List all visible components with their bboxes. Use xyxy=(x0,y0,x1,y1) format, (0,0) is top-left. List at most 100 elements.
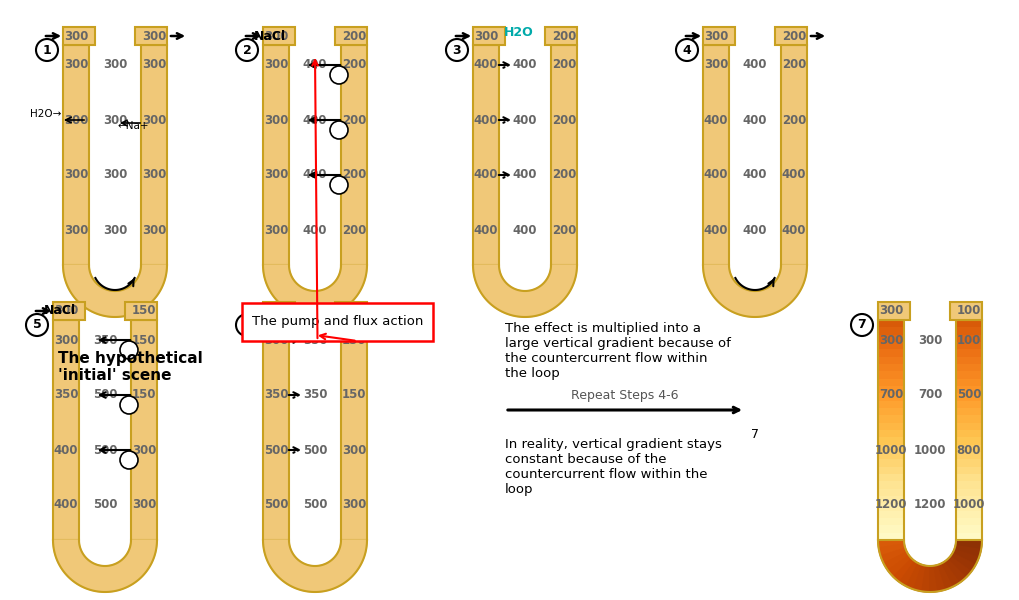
Circle shape xyxy=(120,396,138,414)
Bar xyxy=(340,320,367,540)
Text: 300: 300 xyxy=(131,443,156,457)
Text: 300: 300 xyxy=(64,58,88,71)
Text: 300: 300 xyxy=(878,304,902,317)
Text: 700: 700 xyxy=(878,389,902,401)
Polygon shape xyxy=(879,548,906,563)
Text: 300: 300 xyxy=(264,113,288,127)
Text: 300: 300 xyxy=(103,58,127,71)
Text: 400: 400 xyxy=(742,169,766,181)
Circle shape xyxy=(676,39,697,61)
Text: 150: 150 xyxy=(131,389,156,401)
Circle shape xyxy=(330,66,347,84)
Polygon shape xyxy=(63,265,167,317)
Polygon shape xyxy=(473,265,577,317)
Bar xyxy=(877,377,903,386)
Bar xyxy=(877,524,903,533)
Circle shape xyxy=(235,314,258,336)
Text: The hypothetical
'initial' scene: The hypothetical 'initial' scene xyxy=(58,351,203,383)
Text: 350: 350 xyxy=(54,389,78,401)
Circle shape xyxy=(850,314,872,336)
Bar xyxy=(877,488,903,496)
Bar xyxy=(955,422,981,430)
Text: 200: 200 xyxy=(551,169,576,181)
Text: 3: 3 xyxy=(452,43,461,56)
Circle shape xyxy=(445,39,468,61)
Text: 200: 200 xyxy=(341,223,366,236)
Text: 400: 400 xyxy=(742,223,766,236)
Text: 2: 2 xyxy=(243,43,251,56)
Bar xyxy=(877,385,903,394)
Bar xyxy=(955,517,981,526)
Polygon shape xyxy=(877,540,904,548)
Bar xyxy=(877,443,903,452)
Text: 200: 200 xyxy=(551,223,576,236)
Bar xyxy=(877,302,909,320)
Bar xyxy=(955,495,981,503)
Bar xyxy=(877,436,903,445)
Bar xyxy=(877,415,903,422)
Bar xyxy=(955,385,981,394)
Text: 200: 200 xyxy=(341,58,366,71)
Bar xyxy=(877,502,903,511)
Bar xyxy=(877,429,903,437)
Text: 300: 300 xyxy=(103,113,127,127)
Text: 500: 500 xyxy=(93,443,117,457)
Bar xyxy=(473,27,504,45)
Bar xyxy=(955,320,981,540)
Polygon shape xyxy=(888,555,911,577)
Polygon shape xyxy=(921,566,929,592)
Bar xyxy=(544,27,577,45)
Text: 800: 800 xyxy=(956,443,980,457)
Text: 300: 300 xyxy=(142,58,166,71)
Text: 1000: 1000 xyxy=(952,499,984,511)
Text: 300: 300 xyxy=(142,113,166,127)
Bar xyxy=(877,481,903,488)
Polygon shape xyxy=(702,265,806,317)
Text: 150: 150 xyxy=(131,304,156,317)
Bar xyxy=(877,532,903,540)
Text: 300: 300 xyxy=(264,223,288,236)
Bar xyxy=(130,320,157,540)
Bar xyxy=(63,27,95,45)
Text: 500: 500 xyxy=(264,443,288,457)
Bar xyxy=(955,509,981,518)
Text: 150: 150 xyxy=(341,304,366,317)
Text: 150: 150 xyxy=(131,334,156,346)
Bar xyxy=(702,27,735,45)
Text: 400: 400 xyxy=(742,58,766,71)
Circle shape xyxy=(36,39,58,61)
Bar xyxy=(125,302,157,320)
Bar xyxy=(877,517,903,526)
Text: 200: 200 xyxy=(341,113,366,127)
Text: 300: 300 xyxy=(264,169,288,181)
Bar xyxy=(877,349,903,356)
Text: 400: 400 xyxy=(513,223,537,236)
Text: NaCl: NaCl xyxy=(44,304,76,317)
Polygon shape xyxy=(53,540,157,592)
Bar xyxy=(263,27,294,45)
Text: 300: 300 xyxy=(341,499,366,511)
Text: 200: 200 xyxy=(551,58,576,71)
Text: 400: 400 xyxy=(303,113,327,127)
Bar xyxy=(949,302,981,320)
Bar xyxy=(955,502,981,511)
Circle shape xyxy=(330,121,347,139)
Text: 200: 200 xyxy=(781,113,805,127)
Text: 300: 300 xyxy=(264,58,288,71)
Text: 400: 400 xyxy=(703,113,728,127)
Text: 400: 400 xyxy=(703,223,728,236)
Polygon shape xyxy=(899,561,917,586)
Polygon shape xyxy=(933,565,946,592)
Bar xyxy=(955,443,981,452)
Polygon shape xyxy=(955,540,981,548)
Bar xyxy=(53,320,78,540)
Bar xyxy=(955,377,981,386)
Text: 1000: 1000 xyxy=(913,443,946,457)
Polygon shape xyxy=(906,563,921,589)
Bar xyxy=(877,370,903,379)
Bar xyxy=(955,370,981,379)
Bar xyxy=(877,356,903,364)
Circle shape xyxy=(330,176,347,194)
Bar xyxy=(955,341,981,349)
Bar xyxy=(955,415,981,422)
